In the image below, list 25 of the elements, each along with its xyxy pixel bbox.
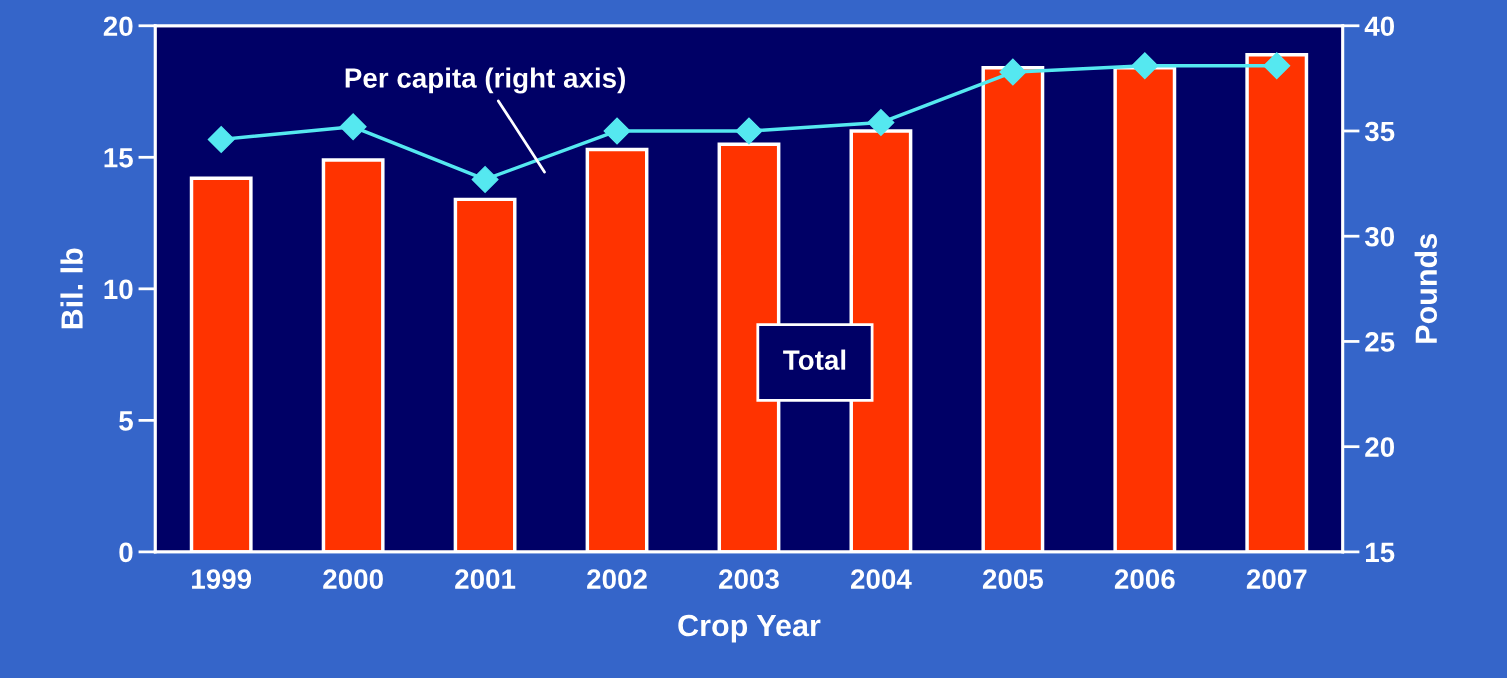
y2-tick-label: 25 bbox=[1365, 332, 1395, 352]
annotation: Total bbox=[783, 349, 846, 370]
annotation: Per capita (right axis) bbox=[345, 67, 625, 94]
y2-tick-label: 40 bbox=[1364, 16, 1395, 37]
x-tick-label: 2005 bbox=[982, 569, 1043, 589]
x-tick-label: 2000 bbox=[323, 569, 383, 589]
x-tick-label: 2001 bbox=[455, 569, 516, 589]
x-tick-label: 2006 bbox=[1114, 569, 1175, 589]
y2-tick-label: 20 bbox=[1365, 437, 1395, 457]
x-tick-label: 2004 bbox=[850, 569, 912, 589]
x-tick-label: 2003 bbox=[719, 569, 779, 589]
y-tick-label: 5 bbox=[119, 411, 133, 431]
x-tick-label: 2002 bbox=[587, 569, 647, 589]
y2-tick-label: 15 bbox=[1366, 542, 1395, 563]
y2-tick-label: 30 bbox=[1364, 226, 1395, 247]
y-tick-label: 0 bbox=[119, 542, 133, 563]
y-tick-label: 20 bbox=[103, 16, 133, 37]
y2-axis-title: Pounds bbox=[1414, 234, 1438, 343]
y-tick-label: 15 bbox=[104, 148, 133, 168]
y2-tick-label: 35 bbox=[1364, 121, 1395, 142]
x-tick-label: 2007 bbox=[1246, 569, 1307, 589]
x-tick-label: 1999 bbox=[192, 569, 252, 589]
y-tick-label: 10 bbox=[104, 279, 133, 300]
y-axis-title: Bil. lb bbox=[60, 248, 83, 329]
x-axis-title: Crop Year bbox=[678, 614, 821, 643]
